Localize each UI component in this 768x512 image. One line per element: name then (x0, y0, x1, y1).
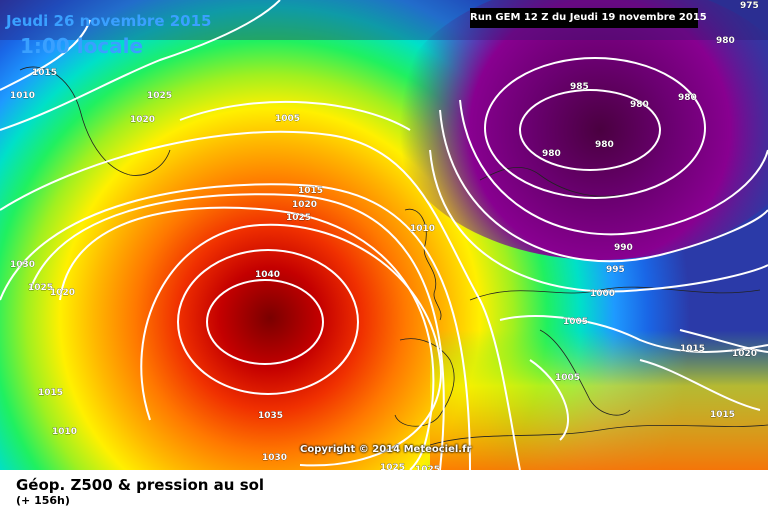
isobar-label: 1025 (28, 283, 53, 293)
greenland-coast (19, 66, 171, 176)
isobar-1005-south (529, 359, 570, 441)
isobar-1040 (206, 279, 324, 365)
isobar-995 (439, 109, 768, 263)
isobar-1020-east (679, 329, 768, 353)
central-europe-coast (469, 286, 761, 301)
isobar-1015-east (639, 359, 761, 411)
isobar-label: 1005 (563, 317, 588, 327)
isobar-label: 980 (630, 100, 649, 110)
isobar-1000 (429, 149, 768, 293)
isobar-1025-north (0, 0, 281, 131)
isobar-label: 1015 (680, 344, 705, 354)
legend-bar (0, 470, 768, 512)
isobar-label: 980 (678, 93, 697, 103)
isobar-label: 1035 (258, 411, 283, 421)
isobar-label: 1030 (10, 260, 35, 270)
isobar-label: 1000 (590, 289, 615, 299)
low-pressure-area (390, 0, 768, 260)
north-africa-coast (429, 424, 768, 446)
isobar-990 (459, 99, 768, 236)
isobar-1005-east (499, 315, 768, 353)
isobar-label: 1005 (555, 373, 580, 383)
southern-warm-band (430, 320, 768, 470)
isobar-label: 1020 (130, 115, 155, 125)
isobar-label: 1020 (50, 288, 75, 298)
isobar-1015 (0, 183, 471, 471)
isobar-1020 (29, 193, 445, 471)
isobar-label: 1025 (147, 91, 172, 101)
isobar-label: 1020 (732, 349, 757, 359)
coastlines (19, 66, 768, 446)
corner-pressure-label: 975 (740, 1, 759, 11)
isobar-label: 1005 (275, 114, 300, 124)
scandinavia-coast (479, 167, 621, 197)
isobar-label: 985 (570, 82, 589, 92)
isobar-label: 1010 (52, 427, 77, 437)
isobar-label: 1020 (292, 200, 317, 210)
legend-title: Géop. Z500 & pression au sol (16, 476, 265, 494)
isobar-label: 1025 (380, 463, 405, 473)
isobar-label: 1030 (262, 453, 287, 463)
copyright-label: Copyright © 2014 Meteociel.fr (300, 444, 472, 455)
isobar-985 (484, 57, 706, 199)
isobar-label: 1025 (286, 213, 311, 223)
british-isles-coast (404, 208, 442, 321)
isobar-label: 980 (595, 140, 614, 150)
iberia-coast (394, 338, 455, 427)
isobar-north-2 (0, 19, 91, 91)
isobar-1005 (179, 100, 411, 131)
isobar-label: 1015 (710, 410, 735, 420)
isobar-label: 1015 (38, 388, 63, 398)
isobar-label: 980 (542, 149, 561, 159)
isobar-1025-south (59, 206, 435, 471)
isobar-1010 (0, 130, 521, 471)
run-info-label: Run GEM 12 Z du Jeudi 19 novembre 2015 (470, 8, 707, 28)
isobar-980 (519, 89, 661, 171)
forecast-time-title: 1:00 locale (20, 34, 144, 58)
legend-subtitle: (+ 156h) (16, 494, 70, 507)
isobar-label: 1010 (10, 91, 35, 101)
italy-coast (539, 329, 631, 416)
isobar-1030 (140, 223, 442, 467)
isobar-1035 (177, 249, 359, 395)
isobar-label: 990 (614, 243, 633, 253)
isobar-label: 1040 (255, 270, 280, 280)
isobar-label: 995 (606, 265, 625, 275)
isobars (0, 0, 768, 470)
isobar-label: 1015 (32, 68, 57, 78)
isobar-label: 1015 (298, 186, 323, 196)
isobar-label: 980 (716, 36, 735, 46)
isobar-label: 1010 (410, 224, 435, 234)
forecast-date-title: Jeudi 26 novembre 2015 (6, 12, 212, 30)
